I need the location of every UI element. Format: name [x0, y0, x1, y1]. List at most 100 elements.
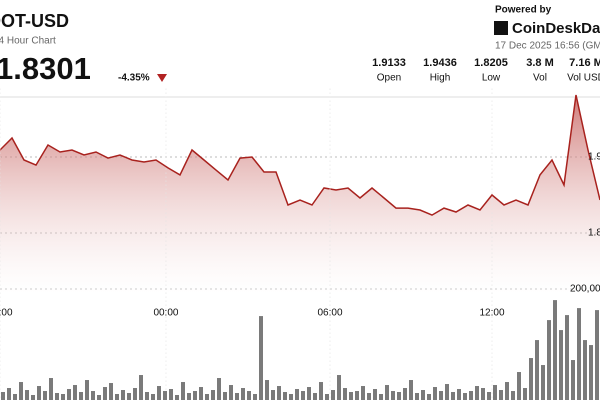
- volume-bar: [151, 394, 155, 400]
- volume-bar: [205, 394, 209, 400]
- price: 1.8301: [0, 51, 91, 86]
- volume-bar: [553, 300, 557, 400]
- volume-bar: [565, 315, 569, 400]
- volume-bar: [583, 340, 587, 400]
- volume-bar: [463, 393, 467, 400]
- price-line: [0, 94, 600, 216]
- volume-bar: [523, 388, 527, 400]
- volume-bar: [319, 382, 323, 400]
- volume-bar: [499, 390, 503, 400]
- volume-bar: [541, 365, 545, 400]
- volume-bar: [373, 389, 377, 400]
- volume-bar: [55, 393, 59, 400]
- volume-bar: [271, 390, 275, 400]
- powered-by: Powered by: [495, 5, 552, 16]
- timestamp: 17 Dec 2025 16:56 (GMT): [495, 41, 600, 52]
- volume-bar: [127, 393, 131, 400]
- volume-bar: [415, 393, 419, 400]
- volume-bar: [235, 393, 239, 400]
- volume-bar: [289, 394, 293, 400]
- volume-bar: [67, 389, 71, 400]
- volume-bar: [295, 389, 299, 400]
- stat-value: 3.8 M: [526, 57, 554, 69]
- subtitle: 24 Hour Chart: [0, 36, 56, 47]
- volume-bar: [589, 345, 593, 400]
- stat-label: Vol: [533, 73, 547, 84]
- volume-bar: [97, 395, 101, 400]
- volume-bar: [307, 387, 311, 400]
- volume-bar: [25, 390, 29, 400]
- plot: 1.90 1.85 18:00 00:00 06:00 12:00 200,000: [0, 88, 600, 400]
- volume-bar: [7, 388, 11, 400]
- volume-bar: [325, 394, 329, 400]
- volume-bar: [487, 392, 491, 400]
- volume-bar: [61, 394, 65, 400]
- volume-bar: [241, 388, 245, 400]
- volume-bar: [247, 391, 251, 400]
- x-tick-label: 18:00: [0, 308, 13, 319]
- volume-bar: [193, 391, 197, 400]
- volume-bar: [169, 389, 173, 400]
- volume-bar: [427, 394, 431, 400]
- volume-bar: [139, 375, 143, 400]
- volume-bar: [475, 386, 479, 400]
- down-arrow: [157, 74, 167, 82]
- volume-bar: [199, 387, 203, 400]
- change: -4.35%: [118, 73, 150, 84]
- volume-bar: [301, 391, 305, 400]
- volume-bar: [481, 388, 485, 400]
- volume-bar: [145, 392, 149, 400]
- volume-bar: [457, 389, 461, 400]
- volume-bar: [337, 375, 341, 400]
- volume-bar: [505, 382, 509, 400]
- volume-bar: [121, 390, 125, 400]
- volume-bar: [211, 390, 215, 400]
- volume-bar: [379, 394, 383, 400]
- stat-label: Open: [377, 73, 401, 84]
- volume-bar: [451, 392, 455, 400]
- volume-bar: [511, 391, 515, 400]
- volume-bar: [157, 386, 161, 400]
- volume-bar: [73, 385, 77, 400]
- volume-bar: [367, 393, 371, 400]
- volume-bar: [493, 385, 497, 400]
- volume-bar: [31, 395, 35, 400]
- volume-bar: [187, 393, 191, 400]
- volume-bar: [217, 378, 221, 400]
- volume-bar: [445, 384, 449, 400]
- volume-bar: [421, 390, 425, 400]
- volume-bar: [79, 392, 83, 400]
- stat-value: 1.9436: [423, 57, 457, 69]
- volume-bar: [1, 392, 5, 400]
- volume-bar: [85, 380, 89, 400]
- volume-bar: [229, 385, 233, 400]
- volume-bar: [103, 387, 107, 400]
- volume-bar: [265, 380, 269, 400]
- volume-bar: [277, 386, 281, 400]
- stat-label: Low: [482, 73, 501, 84]
- x-tick-label: 06:00: [317, 308, 342, 319]
- volume-bar: [361, 386, 365, 400]
- volume-bar: [91, 391, 95, 400]
- volume-bar: [403, 388, 407, 400]
- volume-bar: [283, 392, 287, 400]
- volume-bar: [133, 388, 137, 400]
- area-fill: [0, 95, 600, 294]
- volume-bar: [19, 382, 23, 400]
- volume-bar: [115, 394, 119, 400]
- volume-bar: [181, 382, 185, 400]
- stat-label: Vol USD: [567, 73, 600, 84]
- volume-bar: [409, 380, 413, 400]
- volume-bar: [355, 391, 359, 400]
- volume-bar: [529, 358, 533, 400]
- volume-bar: [253, 394, 257, 400]
- volume-bar: [469, 391, 473, 400]
- volume-bar: [571, 360, 575, 400]
- volume-bar: [163, 391, 167, 400]
- volume-bar: [391, 391, 395, 400]
- volume-bar: [559, 330, 563, 400]
- stat-label: High: [430, 73, 451, 84]
- brand: CoinDeskData: [512, 20, 600, 37]
